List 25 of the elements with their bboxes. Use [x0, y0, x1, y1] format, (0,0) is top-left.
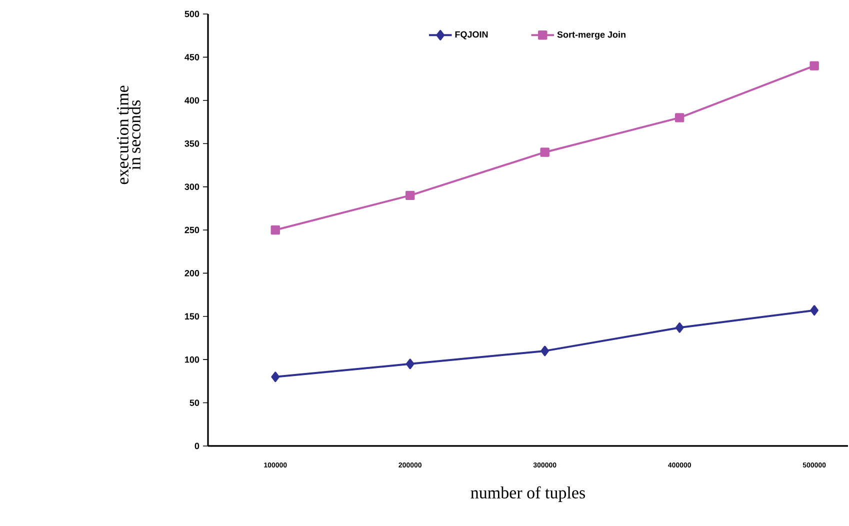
point — [406, 358, 414, 370]
point — [271, 372, 280, 382]
y-tick-label: 500 — [184, 10, 200, 18]
legend-label: Sort-merge Join — [557, 31, 626, 40]
y-tick-label: 250 — [184, 226, 200, 234]
y-tick-label: 200 — [184, 270, 200, 276]
point — [674, 113, 684, 122]
y-tick-label: 100 — [185, 356, 200, 363]
point — [406, 190, 415, 200]
x-axis-title: number of tuples — [470, 486, 586, 502]
y-tick-label: 350 — [184, 140, 200, 147]
point — [540, 346, 549, 356]
point — [810, 305, 818, 316]
point — [810, 61, 819, 70]
point — [675, 322, 684, 333]
y-tick-label: 50 — [190, 400, 200, 406]
y-tick-label: 450 — [184, 54, 200, 60]
point — [270, 225, 280, 235]
y-tick-label: 400 — [184, 97, 200, 104]
y-tick-label: 300 — [184, 184, 200, 190]
legend-label: FQJOIN — [455, 31, 488, 40]
y-tick-label: 0 — [194, 442, 200, 450]
y-tick-label: 150 — [185, 313, 200, 320]
point — [540, 148, 550, 157]
y-axis-title: execution time in seconds — [117, 86, 140, 184]
